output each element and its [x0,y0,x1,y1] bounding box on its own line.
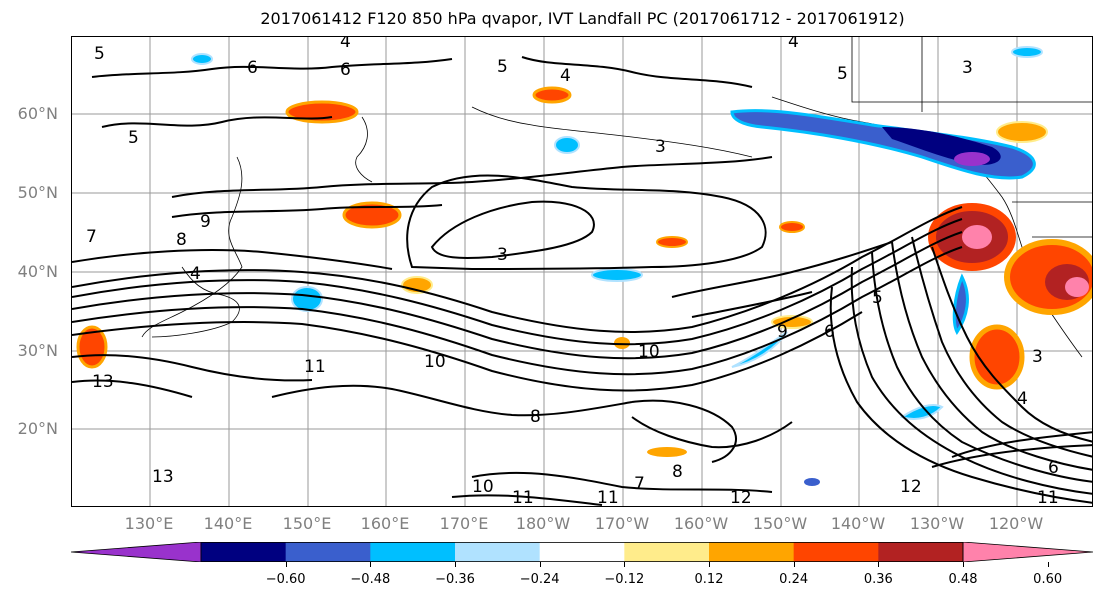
colorbar-tick-mark [878,562,880,567]
contour-label: 5 [497,57,508,77]
contour-label: 7 [86,227,97,247]
contour-label: 5 [837,64,848,84]
contour-label: 13 [92,372,114,392]
contour-label: 7 [634,474,645,494]
map-svg: 5 4 6 6 5 4 5 4 3 5 3 9 8 4 7 3 5 6 9 10… [72,37,1092,507]
colorbar-tick-mark [793,562,795,567]
colorbar-tick-label: 0.36 [863,572,893,587]
lat-label-20n: 20°N [17,419,58,438]
contour-label: 11 [512,488,534,507]
contour-label: 10 [424,352,446,372]
lat-label-40n: 40°N [17,262,58,281]
contour-label: 6 [340,60,351,80]
colorbar-tick-mark [285,562,287,567]
lat-label-60n: 60°N [17,104,58,123]
contour-label: 5 [128,128,139,148]
lon-label-120w: 120°W [988,514,1044,533]
colorbar-tick-label: −0.12 [604,572,645,587]
contour-label: 3 [497,245,508,265]
contour-label: 11 [1037,488,1059,507]
contour-label: 4 [788,37,799,52]
contour-label: 4 [1017,389,1028,409]
contour-label: 12 [730,488,752,507]
map-panel: 5 4 6 6 5 4 5 4 3 5 3 9 8 4 7 3 5 6 9 10… [71,36,1093,507]
lat-label-30n: 30°N [17,341,58,360]
contour-label: 10 [472,477,494,497]
contour-label: 5 [94,44,105,64]
contour-label: 13 [152,467,174,487]
colorbar-segment [455,542,541,562]
colorbar-tick-label: −0.48 [350,572,391,587]
map-title: 2017061412 F120 850 hPa qvapor, IVT Land… [260,9,905,28]
contour-label: 8 [176,230,187,250]
contour-label: 3 [962,58,973,78]
lat-label-50n: 50°N [17,183,58,202]
lon-label-170w: 170°W [594,514,650,533]
contour-label: 11 [304,357,326,377]
colorbar-tick-mark [455,562,456,567]
contour-labels: 5 4 6 6 5 4 5 4 3 5 3 9 8 4 7 3 5 6 9 10… [86,37,1059,507]
colorbar-tick-mark [1047,562,1049,567]
lon-label-150e: 150°E [282,514,332,533]
colorbar-segment [624,542,710,562]
colorbar [70,541,1094,563]
contour-label: 6 [1048,458,1059,478]
colorbar-tick-label: 0.60 [1033,572,1063,587]
colorbar-segment [539,542,625,562]
contour-label: 11 [597,488,619,507]
lon-label-140e: 140°E [203,514,253,533]
contour-label: 6 [247,58,258,78]
colorbar-tick-mark [539,562,541,567]
contour-label: 9 [777,322,788,342]
contour-label: 12 [900,477,922,497]
contour-label: 9 [200,212,211,232]
lon-label-130e: 130°E [124,514,174,533]
contour-label: 5 [872,288,883,308]
positive-qvapor-shading [76,86,1092,457]
contour-label: 4 [190,264,201,284]
contour-label: 3 [655,137,666,157]
colorbar-segment [370,542,456,562]
colorbar-tick-label: −0.60 [265,572,306,587]
colorbar-tick-label: 0.24 [779,572,809,587]
lon-label-130w: 130°W [909,514,965,533]
contour-label: 4 [560,66,571,86]
contour-label: 6 [824,322,835,342]
lon-label-180w: 180°W [515,514,571,533]
lon-label-160w: 160°W [673,514,729,533]
colorbar-tick-label: 0.12 [694,572,724,587]
colorbar-under-triangle [70,541,202,563]
colorbar-tick-label: −0.36 [435,572,475,587]
colorbar-border [200,542,964,562]
contour-label: 10 [638,342,660,362]
contour-label: 8 [530,407,541,427]
lon-label-170e: 170°E [439,514,489,533]
colorbar-segment [878,542,964,562]
contour-label: 3 [1032,347,1043,367]
colorbar-segment [285,542,371,562]
colorbar-over-triangle [962,541,1094,563]
colorbar-tick-label: 0.48 [948,572,978,587]
colorbar-svg [70,541,1094,563]
colorbar-tick-mark [963,562,964,567]
colorbar-segment [709,542,795,562]
colorbar-tick-mark [370,562,372,567]
contour-label: 8 [672,462,683,482]
contour-label: 4 [340,37,351,52]
lon-label-140w: 140°W [830,514,886,533]
lon-label-150w: 150°W [752,514,808,533]
colorbar-segment [201,542,287,562]
colorbar-segment [793,542,879,562]
coastlines [141,37,1092,358]
colorbar-tick-mark [709,562,710,567]
negative-qvapor-shading [191,46,1043,486]
colorbar-tick-mark [624,562,626,567]
ivt-contours [72,56,1092,506]
colorbar-tick-label: −0.24 [519,572,560,587]
lon-label-160e: 160°E [360,514,410,533]
